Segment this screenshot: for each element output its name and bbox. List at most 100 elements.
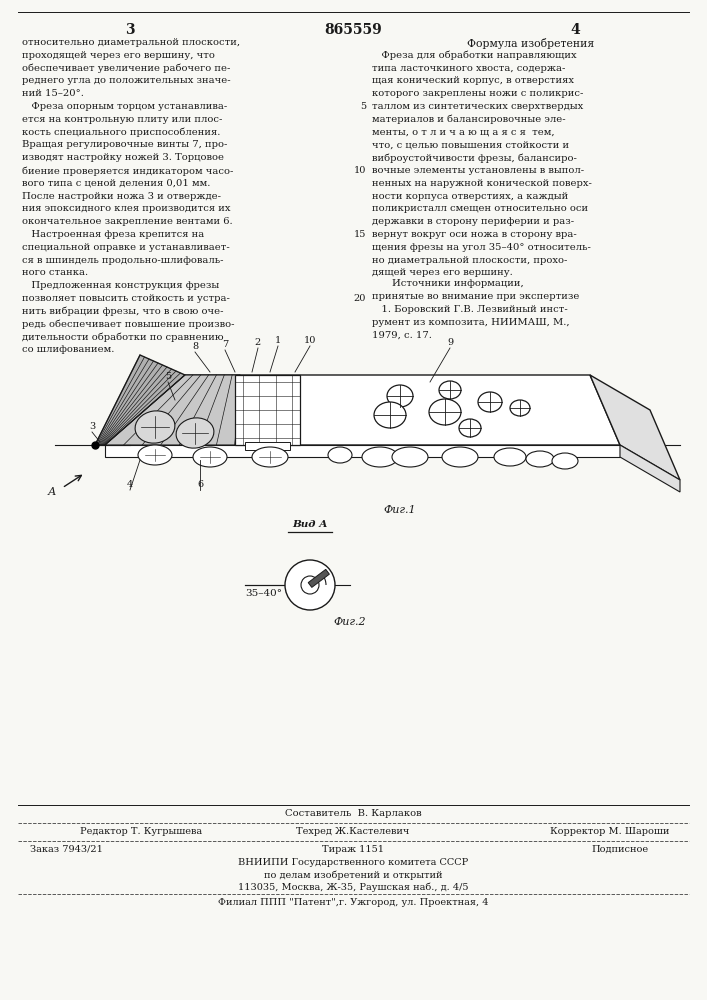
- Text: Настроенная фреза крепится на: Настроенная фреза крепится на: [22, 230, 204, 239]
- Text: таллом из синтетических сверхтвердых: таллом из синтетических сверхтвердых: [372, 102, 583, 111]
- Ellipse shape: [510, 400, 530, 416]
- Ellipse shape: [328, 447, 352, 463]
- Ellipse shape: [135, 411, 175, 443]
- Text: 1: 1: [275, 336, 281, 345]
- Bar: [245, 442, 290, 450]
- Ellipse shape: [392, 447, 428, 467]
- Text: А: А: [48, 487, 56, 497]
- Text: дительности обработки по сравнению: дительности обработки по сравнению: [22, 332, 223, 342]
- Text: Фреза опорным торцом устанавлива-: Фреза опорным торцом устанавлива-: [22, 102, 227, 111]
- Text: 3: 3: [89, 422, 95, 431]
- Text: но диаметральной плоскости, прохо-: но диаметральной плоскости, прохо-: [372, 256, 568, 265]
- Text: державки в сторону периферии и раз-: державки в сторону периферии и раз-: [372, 217, 574, 226]
- Text: вочные элементы установлены в выпол-: вочные элементы установлены в выпол-: [372, 166, 584, 175]
- Text: Вращая регулировочные винты 7, про-: Вращая регулировочные винты 7, про-: [22, 140, 228, 149]
- Text: 8: 8: [192, 342, 198, 351]
- Text: Тираж 1151: Тираж 1151: [322, 845, 384, 854]
- Text: ности корпуса отверстиях, а каждый: ности корпуса отверстиях, а каждый: [372, 192, 568, 201]
- Text: биение проверяется индикатором часо-: биение проверяется индикатором часо-: [22, 166, 233, 176]
- Ellipse shape: [138, 445, 172, 465]
- Text: Формула изобретения: Формула изобретения: [467, 38, 594, 49]
- Text: проходящей через его вершину, что: проходящей через его вершину, что: [22, 51, 215, 60]
- Text: 9: 9: [447, 338, 453, 347]
- Text: 20: 20: [354, 294, 366, 303]
- Text: 6: 6: [197, 480, 203, 489]
- Ellipse shape: [374, 402, 406, 428]
- Text: щая конический корпус, в отверстиях: щая конический корпус, в отверстиях: [372, 76, 574, 85]
- Text: ного станка.: ного станка.: [22, 268, 88, 277]
- Ellipse shape: [552, 453, 578, 469]
- Text: редь обеспечивает повышение произво-: редь обеспечивает повышение произво-: [22, 320, 235, 329]
- Text: Корректор М. Шароши: Корректор М. Шароши: [550, 827, 670, 836]
- Text: 10: 10: [354, 166, 366, 175]
- Text: ненных на наружной конической поверх-: ненных на наружной конической поверх-: [372, 179, 592, 188]
- Text: Подписное: Подписное: [592, 845, 648, 854]
- Text: 7: 7: [222, 340, 228, 349]
- Text: 35–40°: 35–40°: [245, 589, 282, 598]
- Text: Фреза для обработки направляющих: Фреза для обработки направляющих: [372, 51, 577, 60]
- Text: принятые во внимание при экспертизе: принятые во внимание при экспертизе: [372, 292, 579, 301]
- Ellipse shape: [442, 447, 478, 467]
- Text: 5: 5: [360, 102, 366, 111]
- Text: по делам изобретений и открытий: по делам изобретений и открытий: [264, 870, 443, 880]
- Polygon shape: [620, 445, 680, 492]
- Text: окончательное закрепление вентами 6.: окончательное закрепление вентами 6.: [22, 217, 233, 226]
- Text: 1. Боровский Г.В. Лезвийный инст-: 1. Боровский Г.В. Лезвийный инст-: [372, 305, 568, 314]
- Text: кость специального приспособления.: кость специального приспособления.: [22, 128, 221, 137]
- Text: 3: 3: [125, 23, 135, 37]
- Text: Источники информации,: Источники информации,: [392, 279, 524, 288]
- Polygon shape: [105, 375, 620, 445]
- Text: материалов и балансировочные эле-: материалов и балансировочные эле-: [372, 115, 566, 124]
- Ellipse shape: [362, 447, 398, 467]
- Text: 2: 2: [255, 338, 261, 347]
- Text: 5: 5: [165, 372, 171, 381]
- Text: Филиал ППП "Патент",г. Ужгород, ул. Проектная, 4: Филиал ППП "Патент",г. Ужгород, ул. Прое…: [218, 898, 489, 907]
- Ellipse shape: [193, 447, 227, 467]
- Text: 113035, Москва, Ж-35, Раушская наб., д. 4/5: 113035, Москва, Ж-35, Раушская наб., д. …: [238, 882, 468, 892]
- Text: относительно диаметральной плоскости,: относительно диаметральной плоскости,: [22, 38, 240, 47]
- Text: Составитель  В. Карлаков: Составитель В. Карлаков: [285, 809, 421, 818]
- Text: ВНИИПИ Государственного комитета СССР: ВНИИПИ Государственного комитета СССР: [238, 858, 468, 867]
- Text: со шлифованием.: со шлифованием.: [22, 345, 115, 354]
- Ellipse shape: [176, 418, 214, 448]
- Text: изводят настройку ножей 3. Торцовое: изводят настройку ножей 3. Торцовое: [22, 153, 224, 162]
- Text: которого закреплены ножи с поликрис-: которого закреплены ножи с поликрис-: [372, 89, 583, 98]
- Text: ется на контрольную плиту или плос-: ется на контрольную плиту или плос-: [22, 115, 223, 124]
- Text: реднего угла до положительных значе-: реднего угла до положительных значе-: [22, 76, 230, 85]
- Text: что, с целью повышения стойкости и: что, с целью повышения стойкости и: [372, 140, 569, 149]
- Ellipse shape: [494, 448, 526, 466]
- Polygon shape: [105, 375, 240, 445]
- Polygon shape: [590, 375, 680, 480]
- Text: позволяет повысить стойкость и устра-: позволяет повысить стойкость и устра-: [22, 294, 230, 303]
- Text: 15: 15: [354, 230, 366, 239]
- Ellipse shape: [439, 381, 461, 399]
- Text: 4: 4: [127, 480, 133, 489]
- Text: 10: 10: [304, 336, 316, 345]
- Text: обеспечивает увеличение рабочего пе-: обеспечивает увеличение рабочего пе-: [22, 64, 230, 73]
- Text: нить вибрации фрезы, что в свою оче-: нить вибрации фрезы, что в свою оче-: [22, 307, 223, 316]
- Polygon shape: [105, 445, 620, 457]
- Text: Редактор Т. Кугрышева: Редактор Т. Кугрышева: [80, 827, 202, 836]
- Text: типа ласточкиного хвоста, содержа-: типа ласточкиного хвоста, содержа-: [372, 64, 566, 73]
- Text: После настройки ножа 3 и отвержде-: После настройки ножа 3 и отвержде-: [22, 192, 221, 201]
- Polygon shape: [308, 569, 329, 587]
- Text: специальной оправке и устанавливает-: специальной оправке и устанавливает-: [22, 243, 230, 252]
- Polygon shape: [95, 355, 185, 445]
- Ellipse shape: [252, 447, 288, 467]
- Text: 865559: 865559: [324, 23, 382, 37]
- Text: Заказ 7943/21: Заказ 7943/21: [30, 845, 103, 854]
- Text: румент из композита, НИИМАШ, М.,: румент из композита, НИИМАШ, М.,: [372, 318, 570, 327]
- Bar: [235, 375, 300, 445]
- Text: 4: 4: [570, 23, 580, 37]
- Ellipse shape: [429, 399, 461, 425]
- Text: вого типа с ценой деления 0,01 мм.: вого типа с ценой деления 0,01 мм.: [22, 179, 211, 188]
- Text: 1979, с. 17.: 1979, с. 17.: [372, 330, 432, 339]
- Text: поликристалл смещен относительно оси: поликристалл смещен относительно оси: [372, 204, 588, 213]
- Ellipse shape: [526, 451, 554, 467]
- Circle shape: [285, 560, 335, 610]
- Text: Техред Ж.Кастелевич: Техред Ж.Кастелевич: [296, 827, 409, 836]
- Ellipse shape: [459, 419, 481, 437]
- Text: вернут вокруг оси ножа в сторону вра-: вернут вокруг оси ножа в сторону вра-: [372, 230, 577, 239]
- Text: Вид А: Вид А: [292, 520, 328, 529]
- Text: ния эпоксидного клея производится их: ния эпоксидного клея производится их: [22, 204, 230, 213]
